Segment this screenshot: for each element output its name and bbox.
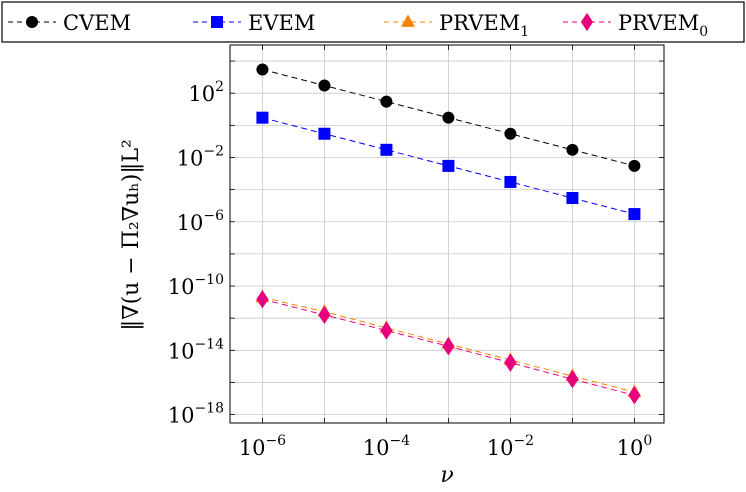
data-point (442, 111, 455, 124)
data-point (380, 143, 393, 156)
data-point (256, 111, 269, 124)
x-tick-label: 10−4 (363, 433, 410, 460)
y-axis-label: ‖∇(u − Π₂∇uₕ)‖L² (119, 139, 144, 331)
x-tick-label: 10−2 (487, 433, 534, 460)
data-point (442, 159, 455, 172)
data-point (628, 386, 641, 405)
y-tick-labels: 102 10−2 10−6 10−10 10−14 10−18 (168, 79, 224, 427)
legend-entry: PRVEM0 (563, 11, 708, 40)
series-evem (256, 111, 641, 221)
legend-frame (1, 1, 745, 43)
y-tick-label: 10−6 (177, 208, 224, 235)
data-point (318, 127, 331, 140)
legend: CVEM EVEM PRVEM1 PRVEM0 (1, 1, 745, 43)
legend-marker (580, 12, 594, 32)
data-point (256, 290, 269, 309)
data-point (566, 370, 579, 389)
y-tick-label: 102 (188, 79, 224, 106)
data-point (318, 305, 331, 325)
legend-label: PRVEM1 (439, 11, 529, 40)
y-tick-label: 10−2 (177, 143, 224, 170)
data-point (504, 127, 517, 140)
data-point (380, 321, 393, 340)
legend-entry: CVEM (8, 11, 131, 35)
data-point (318, 79, 331, 92)
grid (230, 45, 664, 423)
x-tick-label: 10−6 (239, 433, 286, 460)
legend-marker (211, 16, 223, 28)
plot-border (229, 44, 665, 424)
data-point (256, 63, 269, 76)
data-point (628, 208, 641, 221)
y-tick-label: 10−14 (168, 336, 224, 363)
data-point (566, 143, 579, 156)
legend-marker (401, 14, 415, 27)
series-cvem (256, 63, 641, 172)
legend-marker (26, 16, 38, 28)
legend-label: CVEM (63, 11, 131, 35)
data-point (442, 337, 455, 356)
data-point (566, 192, 579, 205)
x-tick-label: 100 (617, 433, 653, 460)
data-point (504, 175, 517, 188)
y-tick-label: 10−18 (168, 401, 224, 428)
series-layer (255, 63, 642, 405)
legend-label: PRVEM0 (618, 11, 708, 40)
data-point (628, 159, 641, 172)
plot-area (229, 44, 665, 424)
x-axis-label: ν (440, 463, 453, 488)
y-tick-label: 10−10 (168, 272, 224, 299)
data-point (380, 95, 393, 108)
series-prvem-0 (256, 290, 641, 405)
plot-frame (230, 45, 664, 423)
data-point (504, 353, 517, 372)
x-tick-labels: 10−6 10−4 10−2 100 (239, 433, 653, 460)
legend-label: EVEM (248, 11, 315, 35)
legend-entry: EVEM (193, 11, 315, 35)
legend-entry: PRVEM1 (384, 11, 529, 40)
